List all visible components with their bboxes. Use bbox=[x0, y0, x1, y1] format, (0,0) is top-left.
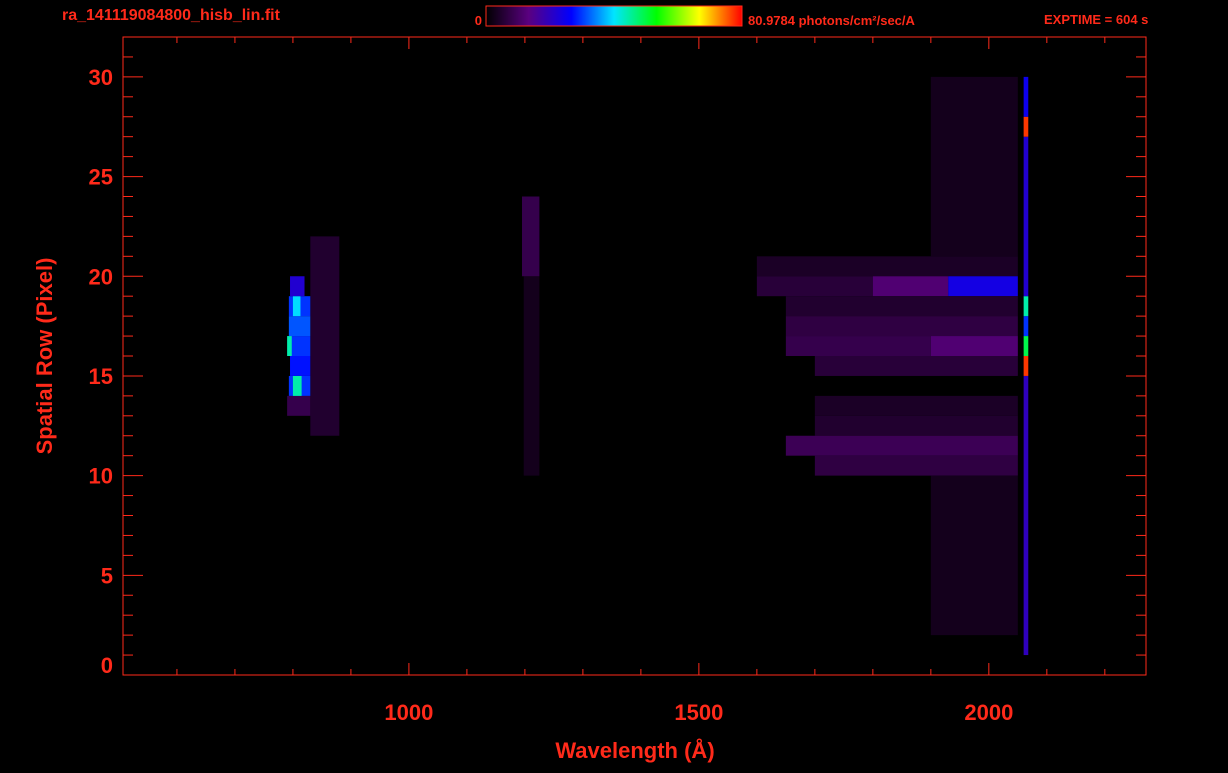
image-cell bbox=[287, 336, 292, 356]
image-cell bbox=[521, 196, 540, 277]
y-tick-label: 30 bbox=[89, 65, 113, 90]
image-cell bbox=[814, 455, 1018, 476]
image-cell bbox=[1023, 76, 1029, 117]
colorbar bbox=[485, 5, 743, 27]
image-cell bbox=[785, 435, 1018, 456]
image-cell bbox=[785, 296, 1018, 317]
image-cell bbox=[814, 415, 1018, 436]
chart-title: ra_141119084800_hisb_lin.fit bbox=[62, 7, 281, 24]
colorbar-label: 0 bbox=[475, 13, 482, 28]
image-cell bbox=[288, 316, 311, 337]
image-cell bbox=[310, 236, 340, 436]
image-cell bbox=[1023, 296, 1029, 317]
image-cell bbox=[814, 395, 1018, 416]
y-tick-label: 5 bbox=[101, 563, 113, 588]
image-cell bbox=[1023, 316, 1029, 337]
image-cell bbox=[930, 475, 1018, 636]
y-tick-label: 10 bbox=[89, 464, 113, 489]
image-cell bbox=[523, 276, 540, 476]
image-cell bbox=[785, 336, 931, 356]
image-cell bbox=[930, 336, 1018, 356]
image-cell bbox=[292, 375, 302, 396]
image-cell bbox=[814, 356, 1018, 376]
image-cell bbox=[1023, 375, 1029, 656]
y-tick-label: 25 bbox=[89, 165, 113, 190]
image-cell bbox=[290, 356, 311, 376]
image-cell bbox=[1023, 356, 1029, 376]
image-cell bbox=[290, 276, 305, 297]
image-cell bbox=[1023, 136, 1029, 297]
image-cell bbox=[287, 395, 311, 416]
colorbar-label: 80.9784 photons/cm²/sec/A bbox=[748, 13, 916, 28]
y-axis-label: Spatial Row (Pixel) bbox=[32, 258, 57, 455]
x-tick-label: 1000 bbox=[384, 700, 433, 725]
image-cell bbox=[756, 256, 1018, 277]
image-cell bbox=[756, 276, 873, 297]
image-cell bbox=[1023, 336, 1029, 356]
image-cell bbox=[948, 276, 1018, 297]
y-tick-label: 0 bbox=[101, 653, 113, 678]
annotation: EXPTIME = 604 s bbox=[1044, 12, 1148, 27]
image-cell bbox=[872, 276, 949, 297]
image-cell bbox=[930, 76, 1018, 257]
image-cell bbox=[1023, 116, 1029, 137]
x-tick-label: 2000 bbox=[964, 700, 1013, 725]
image-cell bbox=[288, 336, 311, 356]
y-tick-label: 15 bbox=[89, 364, 113, 389]
image-cell bbox=[785, 316, 1018, 337]
x-tick-label: 1500 bbox=[674, 700, 723, 725]
x-axis-label: Wavelength (Å) bbox=[555, 737, 714, 763]
image-cell bbox=[292, 296, 301, 317]
y-tick-label: 20 bbox=[89, 264, 113, 289]
